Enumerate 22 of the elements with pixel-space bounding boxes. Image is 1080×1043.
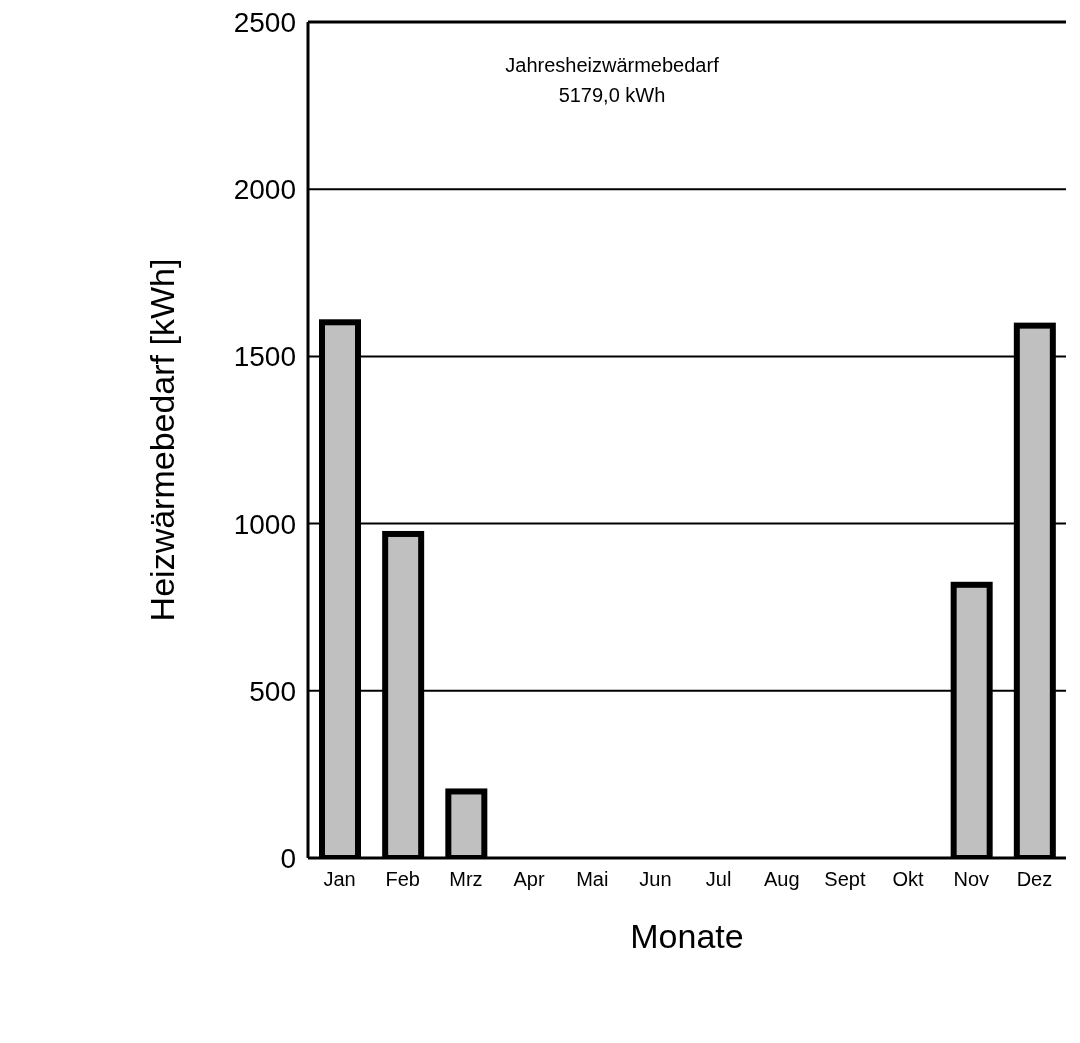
x-axis-title: Monate bbox=[630, 917, 744, 955]
x-tick-label: Feb bbox=[385, 868, 420, 891]
x-tick-label: Mrz bbox=[449, 868, 483, 891]
y-tick-label: 2000 bbox=[233, 174, 296, 206]
x-tick-label: Dez bbox=[1016, 868, 1053, 891]
x-tick-label: Mai bbox=[576, 868, 609, 891]
y-tick-label: 500 bbox=[249, 675, 296, 707]
y-tick-label: 1500 bbox=[233, 341, 296, 373]
x-tick-label: Aug bbox=[763, 868, 800, 891]
x-tick-label: Sept bbox=[824, 868, 866, 891]
x-tick-label: Nov bbox=[953, 868, 990, 891]
x-tick-label: Jun bbox=[639, 868, 672, 891]
x-tick-label: Jul bbox=[705, 868, 732, 891]
y-tick-label: 0 bbox=[280, 842, 296, 874]
y-axis-title: Heizwärmebedarf [kWh] bbox=[143, 258, 182, 622]
x-tick-label: Jan bbox=[323, 868, 356, 891]
x-tick-label: Okt bbox=[892, 868, 925, 891]
annotation: Jahresheizwärmebedarf bbox=[504, 53, 720, 78]
y-tick-label: 2500 bbox=[233, 6, 296, 38]
annotation: 5179,0 kWh bbox=[557, 83, 667, 108]
y-tick-label: 1000 bbox=[233, 508, 296, 540]
x-tick-label: Apr bbox=[513, 868, 545, 891]
